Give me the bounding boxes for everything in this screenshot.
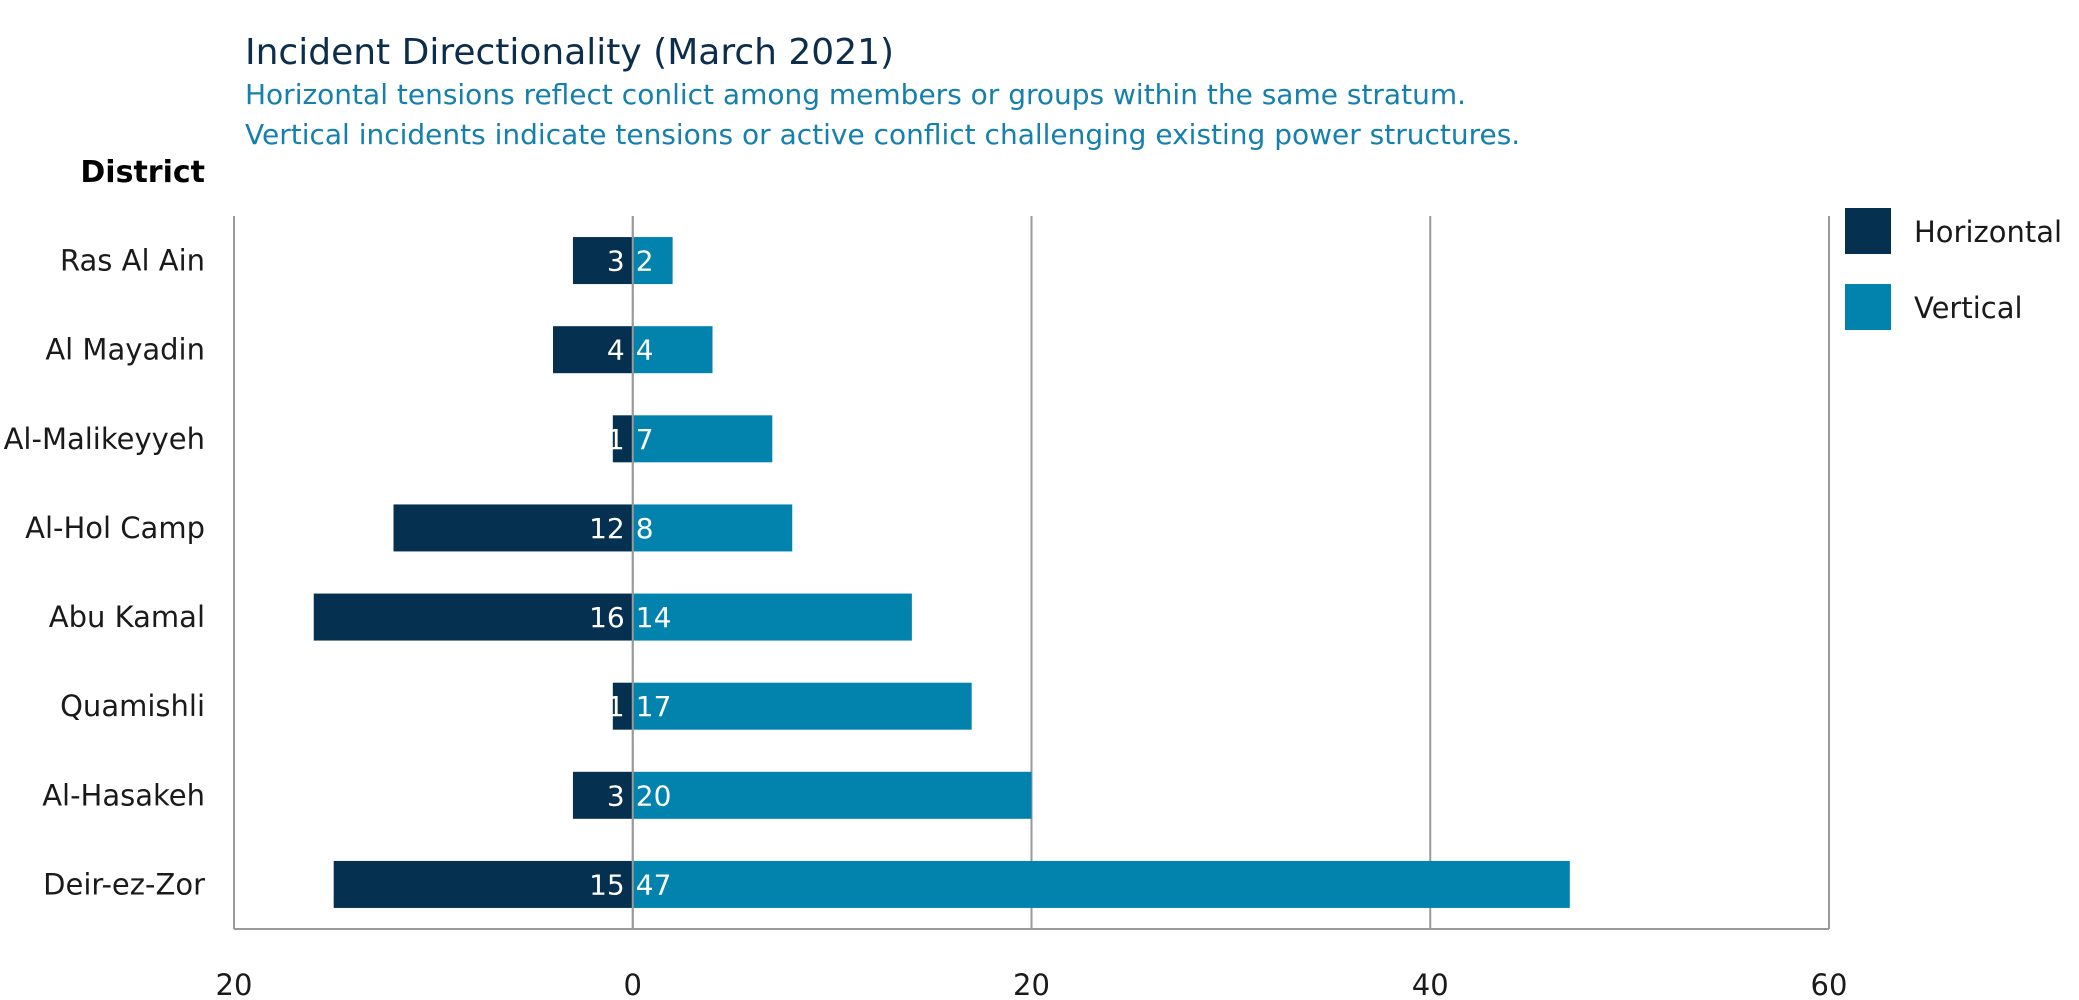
- bar-horizontal-al-malikeyyeh: [612, 415, 633, 463]
- data-label-horizontal-abu-kamal: 16: [589, 601, 625, 634]
- bar-horizontal-deir-ez-zor: [333, 860, 633, 908]
- data-label-vertical-deir-ez-zor: 47: [636, 868, 672, 901]
- gridlines: [233, 216, 1830, 930]
- legend-swatch-vertical: [1845, 284, 1891, 330]
- legend-label-horizontal: Horizontal: [1914, 215, 2062, 249]
- data-label-vertical-abu-kamal: 14: [636, 601, 672, 634]
- bar-horizontal-al-hol-camp: [393, 504, 633, 552]
- bar-vertical-al-mayadin: [632, 326, 713, 374]
- data-label-horizontal-quamishli: 1: [607, 690, 625, 723]
- category-label-abu-kamal: Abu Kamal: [49, 600, 205, 634]
- x-tick-label-1: 0: [624, 968, 642, 1000]
- bar-horizontal-ras-al-ain: [572, 237, 633, 285]
- x-tick-label-3: 40: [1412, 968, 1449, 1000]
- bar-vertical-ras-al-ain: [632, 237, 673, 285]
- bar-horizontal-abu-kamal: [313, 593, 633, 641]
- data-label-vertical-al-mayadin: 4: [636, 334, 654, 367]
- bar-horizontal-al-mayadin: [553, 326, 633, 374]
- category-label-ras-al-ain: Ras Al Ain: [60, 244, 205, 278]
- legend: Horizontal Vertical: [1845, 208, 2062, 330]
- data-label-horizontal-al-hol-camp: 12: [589, 512, 625, 545]
- category-label-al-hol-camp: Al-Hol Camp: [25, 511, 205, 545]
- y-axis-title: District: [80, 155, 205, 190]
- category-label-al-hasakeh: Al-Hasakeh: [42, 778, 205, 812]
- bar-vertical-abu-kamal: [632, 593, 912, 641]
- x-tick-label-2: 20: [1013, 968, 1050, 1000]
- data-label-vertical-al-malikeyyeh: 7: [636, 423, 654, 456]
- data-label-vertical-quamishli: 17: [636, 690, 672, 723]
- chart-title: Incident Directionality (March 2021): [245, 32, 894, 73]
- data-label-horizontal-al-mayadin: 4: [607, 334, 625, 367]
- data-label-vertical-al-hol-camp: 8: [636, 512, 654, 545]
- bar-vertical-al-hol-camp: [632, 504, 793, 552]
- data-label-horizontal-ras-al-ain: 3: [607, 245, 625, 278]
- bar-vertical-deir-ez-zor: [632, 860, 1570, 908]
- category-label-al-mayadin: Al Mayadin: [45, 333, 205, 367]
- x-axis-ticks: 20 0 20 40 60: [216, 968, 1848, 1000]
- legend-label-vertical: Vertical: [1914, 291, 2023, 325]
- legend-swatch-horizontal: [1845, 208, 1891, 254]
- category-label-quamishli: Quamishli: [60, 689, 205, 723]
- category-label-deir-ez-zor: Deir-ez-Zor: [43, 867, 205, 901]
- data-label-horizontal-al-malikeyyeh: 1: [607, 423, 625, 456]
- data-label-vertical-ras-al-ain: 2: [636, 245, 654, 278]
- category-labels: Ras Al Ain Al Mayadin Al-Malikeyyeh Al-Hol …: [4, 244, 205, 902]
- data-label-horizontal-al-hasakeh: 3: [607, 779, 625, 812]
- x-tick-label-4: 60: [1811, 968, 1848, 1000]
- category-label-al-malikeyyeh: Al-Malikeyyeh: [4, 422, 205, 456]
- chart-subtitle-line-1: Horizontal tensions reflect conlict amon…: [245, 78, 1466, 111]
- bar-horizontal-quamishli: [612, 682, 633, 730]
- x-tick-label-0: 20: [216, 968, 253, 1000]
- data-label-vertical-al-hasakeh: 20: [636, 779, 672, 812]
- bar-vertical-al-hasakeh: [632, 771, 1032, 819]
- bar-vertical-quamishli: [632, 682, 972, 730]
- bar-horizontal-al-hasakeh: [572, 771, 633, 819]
- data-label-horizontal-deir-ez-zor: 15: [589, 868, 625, 901]
- bar-vertical-al-malikeyyeh: [632, 415, 773, 463]
- chart-subtitle-line-2: Vertical incidents indicate tensions or …: [245, 118, 1520, 151]
